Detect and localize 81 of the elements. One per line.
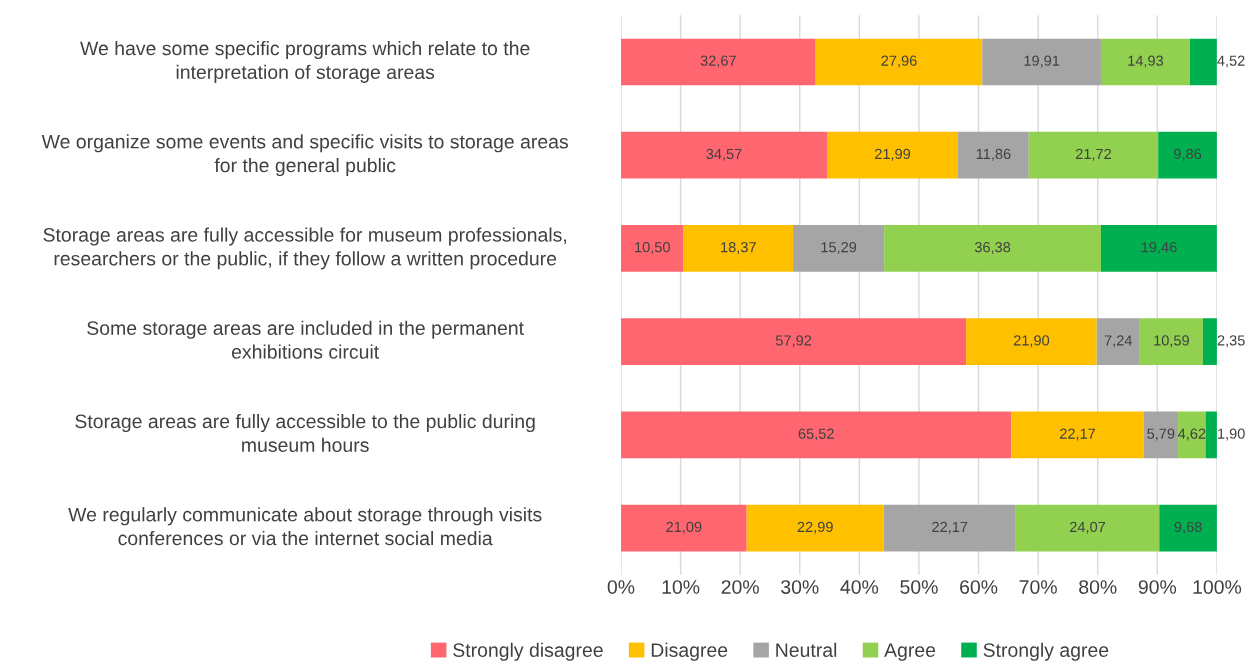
bar: [827, 131, 959, 179]
bar: [1143, 411, 1179, 459]
bar: [883, 504, 1016, 552]
y-tick-label: We have some specific programs which relate to the interpretation of storage areas: [80, 40, 530, 83]
data-label: 18,37: [721, 242, 756, 255]
data-label: 22,17: [1060, 428, 1096, 441]
bar: [620, 411, 1012, 459]
y-tick-label: We regularly communicate about storage through visits conferences or via the internet social media: [68, 507, 542, 546]
bar: [1100, 38, 1190, 86]
data-label: 19,46: [1141, 242, 1177, 255]
bar: [958, 131, 1029, 179]
bar: [966, 318, 1097, 365]
y-tick-label: Storage areas are fully accessible for museum professionals, researchers or the public, if they follow a written procedure: [43, 227, 567, 270]
legend-label: Strongly disagree: [453, 642, 603, 661]
bar: [1028, 131, 1159, 179]
data-label: 10,50: [635, 242, 670, 255]
x-tick-label: 20%: [721, 580, 759, 594]
y-tick-label: We organize some events and specific visits to storage areas for the general public: [41, 134, 568, 177]
bar: [1100, 225, 1217, 272]
data-label: 22,99: [797, 521, 833, 534]
bar: [620, 38, 816, 86]
data-label: 14,93: [1128, 55, 1164, 68]
data-label: 32,67: [700, 55, 736, 68]
legend-label: Agree: [884, 643, 936, 661]
bar: [1159, 504, 1217, 552]
bar: [683, 225, 794, 272]
y-tick-label: Storage areas are fully accessible to the public during museum hours: [75, 413, 535, 452]
bar: [815, 38, 983, 86]
bar: [620, 225, 684, 272]
bar: [1011, 411, 1144, 459]
legend-label: Strongly agree: [983, 642, 1109, 661]
bar: [620, 131, 828, 179]
x-tick-label: 0%: [607, 580, 635, 594]
data-label: 15,29: [821, 242, 857, 255]
bar: [1096, 318, 1140, 365]
data-label: 27,96: [881, 55, 917, 68]
x-tick-label: 10%: [662, 580, 700, 594]
legend-label: Disagree: [651, 642, 728, 661]
x-tick-label: 70%: [1019, 580, 1057, 594]
data-label: 9,86: [1174, 148, 1202, 161]
bar: [884, 225, 1101, 272]
bar: [620, 318, 967, 365]
bar: [1189, 38, 1217, 86]
data-label: 4,52: [1217, 55, 1245, 68]
bar: [620, 504, 747, 552]
bar: [793, 225, 885, 272]
data-label: 24,07: [1070, 521, 1106, 534]
data-label: 7,24: [1104, 335, 1133, 348]
bar: [1178, 411, 1206, 459]
x-tick-label: 30%: [781, 580, 819, 594]
bar: [1158, 131, 1217, 179]
data-label: 57,92: [775, 335, 812, 348]
y-tick-label: Some storage areas are included in the permanent exhibitions circuit: [87, 320, 524, 359]
x-tick-label: 50%: [900, 580, 938, 594]
data-label: 19,91: [1024, 55, 1060, 68]
data-label: 21,99: [875, 148, 911, 161]
data-label: 21,09: [666, 521, 702, 534]
data-label: 21,72: [1075, 148, 1111, 161]
x-tick-label: 40%: [840, 580, 879, 594]
data-label: 5,79: [1147, 428, 1175, 441]
data-label: 10,59: [1154, 335, 1189, 348]
x-tick-label: 90%: [1138, 580, 1177, 594]
bar: [746, 504, 884, 552]
data-label: 21,90: [1013, 335, 1050, 348]
x-tick-label: 60%: [960, 580, 998, 594]
data-label: 1,90: [1218, 428, 1245, 441]
x-tick-label: 80%: [1079, 580, 1117, 594]
bar: [1202, 318, 1217, 365]
data-label: 36,38: [974, 242, 1011, 255]
x-tick-label: 100%: [1193, 580, 1242, 594]
data-label: 22,17: [932, 521, 968, 534]
bar: [1139, 318, 1203, 365]
data-label: 34,57: [706, 148, 742, 161]
legend-label: Neutral: [776, 642, 837, 657]
data-label: 65,52: [798, 428, 834, 441]
data-label: 2,35: [1217, 335, 1245, 348]
bar: [982, 38, 1101, 86]
data-label: 4,62: [1178, 428, 1206, 441]
data-label: 11,86: [976, 148, 1011, 161]
bar: [1015, 504, 1160, 552]
data-label: 9,68: [1174, 521, 1202, 534]
